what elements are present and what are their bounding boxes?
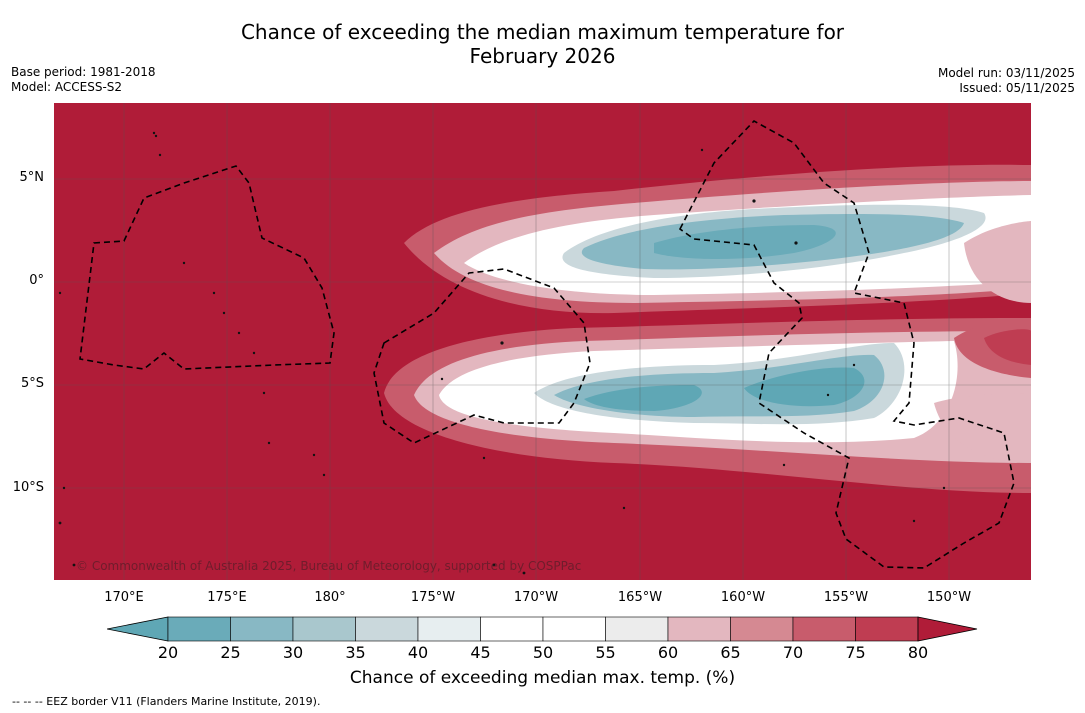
colorbar-segment bbox=[355, 616, 419, 642]
colorbar-segment bbox=[855, 616, 919, 642]
colorbar-segment bbox=[480, 616, 544, 642]
meta-right: Model run: 03/11/2025 Issued: 05/11/2025 bbox=[938, 66, 1075, 96]
lon-label-175e: 175°E bbox=[207, 590, 247, 605]
colorbar-title: Chance of exceeding median max. temp. (%… bbox=[349, 668, 736, 688]
map-svg bbox=[54, 103, 1031, 580]
colorbar-tick-label: 30 bbox=[282, 643, 304, 662]
colorbar-tick-label: 60 bbox=[657, 643, 679, 662]
title-line-2: February 2026 bbox=[469, 44, 616, 68]
colorbar-segment bbox=[167, 616, 231, 642]
model-name: Model: ACCESS-S2 bbox=[11, 80, 123, 94]
chart-title: Chance of exceeding the median maximum t… bbox=[0, 20, 1085, 68]
model-run: Model run: 03/11/2025 bbox=[937, 66, 1075, 80]
band-south-20-east bbox=[744, 367, 865, 407]
colorbar-tick-label: 50 bbox=[532, 643, 554, 662]
lon-label-165w: 165°W bbox=[617, 590, 663, 605]
colorbar-segment bbox=[292, 616, 356, 642]
lat-label-10s: 10°S bbox=[12, 480, 44, 495]
colorbar-segment bbox=[667, 616, 731, 642]
lon-label-150w: 150°W bbox=[926, 590, 972, 605]
colorbar-tick-label: 80 bbox=[907, 643, 929, 662]
lon-label-170w: 170°W bbox=[513, 590, 559, 605]
colorbar-extend-low bbox=[107, 616, 169, 642]
lon-label-160w: 160°W bbox=[720, 590, 766, 605]
issued-date: Issued: 05/11/2025 bbox=[959, 81, 1075, 95]
colorbar-tick-label: 35 bbox=[345, 643, 366, 662]
meta-left: Base period: 1981-2018 Model: ACCESS-S2 bbox=[11, 65, 156, 95]
eez-legend: -- -- -- EEZ border V11 (Flanders Marine… bbox=[12, 695, 321, 708]
lon-label-175w: 175°W bbox=[410, 590, 456, 605]
lon-label-155w: 155°W bbox=[823, 590, 869, 605]
colorbar-tick-label: 70 bbox=[782, 643, 804, 662]
band-south-20-west bbox=[584, 385, 702, 411]
colorbar-segment bbox=[417, 616, 481, 642]
lon-label-170e: 170°E bbox=[104, 590, 144, 605]
colorbar-extend-high bbox=[917, 616, 978, 642]
lat-label-5s: 5°S bbox=[20, 376, 44, 391]
colorbar-tick-label: 40 bbox=[407, 643, 429, 662]
copyright-text: © Commonwealth of Australia 2025, Bureau… bbox=[76, 559, 582, 573]
east-patch-mid-dark bbox=[984, 329, 1031, 365]
lat-label-0: 0° bbox=[29, 273, 44, 288]
map-panel[interactable] bbox=[54, 103, 1031, 580]
colorbar-tick-label: 75 bbox=[845, 643, 866, 662]
base-period: Base period: 1981-2018 bbox=[11, 65, 156, 79]
colorbar-segment bbox=[730, 616, 794, 642]
lat-label-5n: 5°N bbox=[19, 170, 45, 185]
graticule bbox=[54, 103, 1031, 580]
lon-label-180: 180° bbox=[314, 590, 346, 605]
east-patch-north bbox=[964, 221, 1031, 303]
colorbar-segment bbox=[605, 616, 669, 642]
band-north-25 bbox=[654, 225, 836, 259]
title-line-1: Chance of exceeding the median maximum t… bbox=[240, 20, 845, 44]
eez-borders bbox=[79, 120, 1015, 569]
colorbar-tick-label: 65 bbox=[720, 643, 741, 662]
colorbar bbox=[107, 616, 978, 642]
colorbar-tick-label: 55 bbox=[595, 643, 616, 662]
colorbar-tick-label: 25 bbox=[220, 643, 241, 662]
colorbar-segment bbox=[542, 616, 606, 642]
colorbar-tick-label: 45 bbox=[470, 643, 491, 662]
islands bbox=[58, 131, 946, 575]
colorbar-segment bbox=[792, 616, 856, 642]
colorbar-segment bbox=[230, 616, 294, 642]
colorbar-tick-label: 20 bbox=[157, 643, 179, 662]
